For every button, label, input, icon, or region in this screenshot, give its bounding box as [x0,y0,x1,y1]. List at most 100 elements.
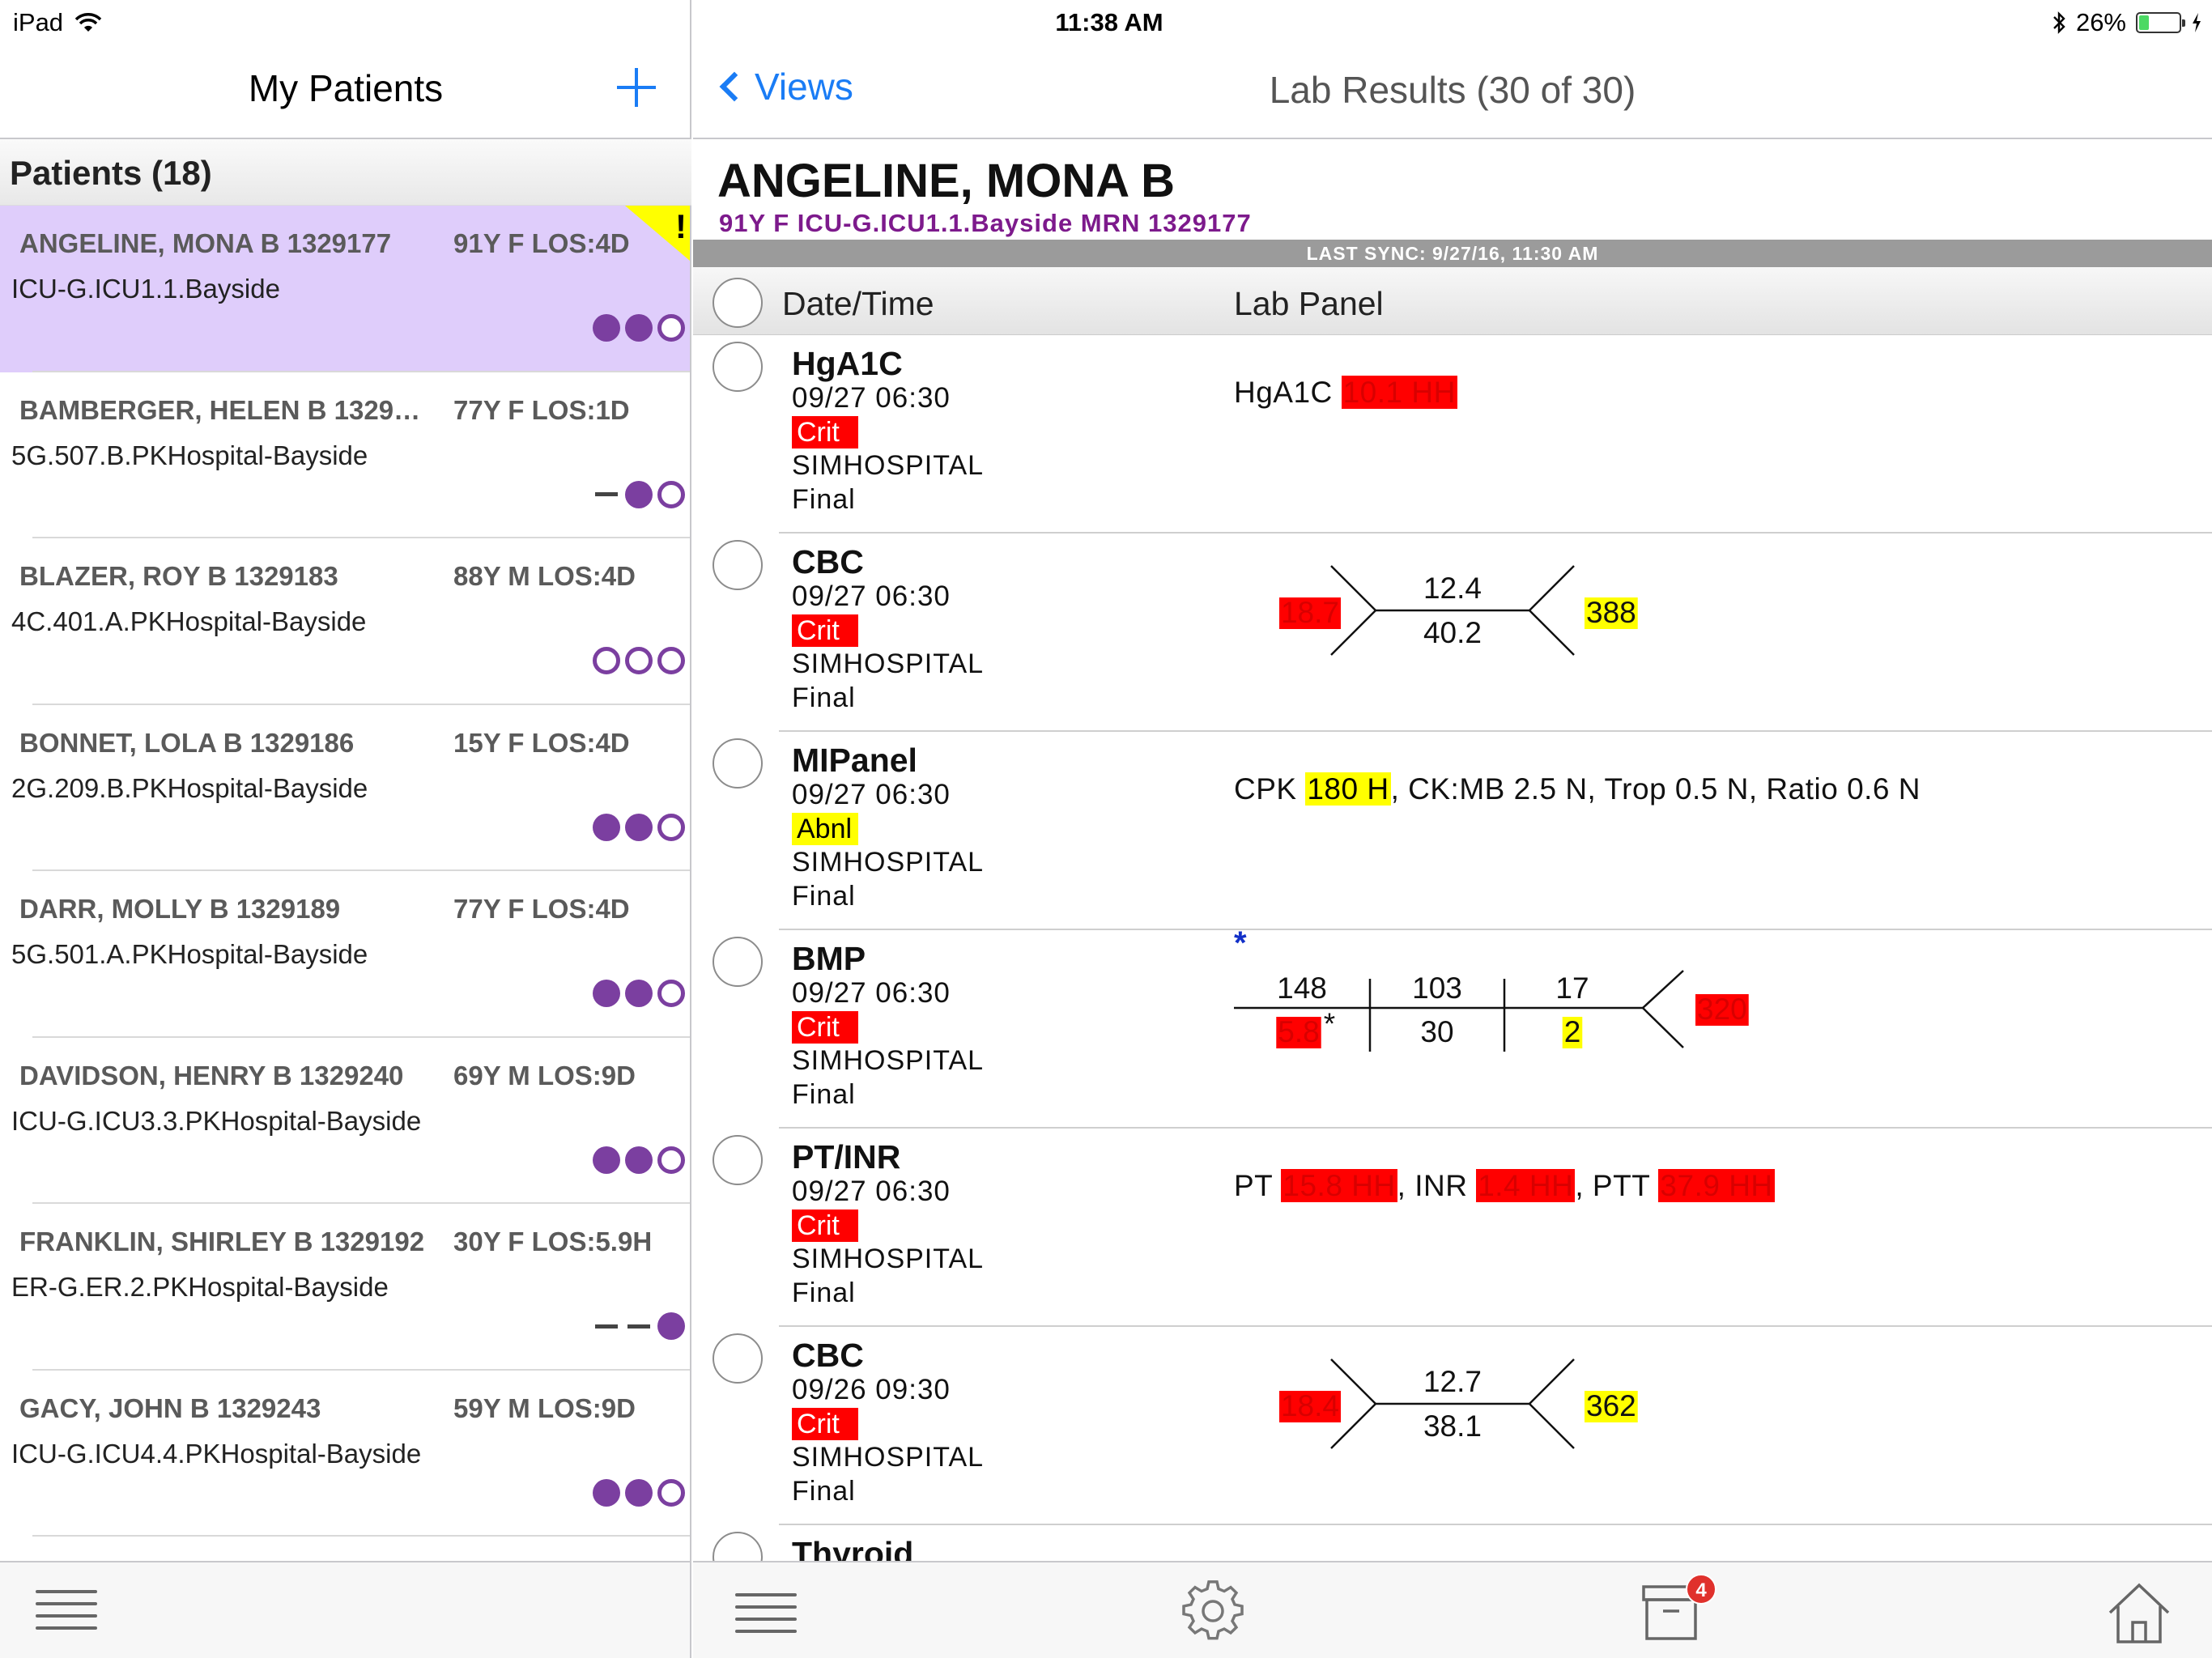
patient-row-name: ANGELINE, MONA B 1329177 [19,228,392,258]
hgb-value: 12.7 [1423,1365,1482,1398]
row-select-checkbox[interactable] [713,738,763,789]
patient-row[interactable]: BAMBERGER, HELEN B 1329… 77Y F LOS:1D 5G.5… [0,372,690,538]
patient-row-name: DARR, MOLLY B 1329189 [19,894,341,924]
patient-row-age-los: 59Y M LOS:9D [453,1392,636,1423]
patient-row-age-los: 77Y F LOS:1D [453,394,630,425]
lab-datetime: 09/27 06:30 [792,1175,951,1207]
lab-result-row[interactable]: PT/INR 09/27 06:30 Crit SIMHOSPITAL Final PT … [693,1129,2212,1327]
status-indicators [593,480,685,508]
lab-status: Final [792,1278,856,1308]
value-highlight [1278,597,1342,629]
patient-row[interactable]: DAVIDSON, HENRY B 1329240 69Y M LOS:9D ICU… [0,1038,690,1204]
patient-row-name: GACY, JOHN B 1329243 [19,1392,321,1423]
patient-row[interactable]: DARR, MOLLY B 1329189 77Y F LOS:4D 5G.501.… [0,871,690,1038]
glucose-value-text: 320 [1697,993,1747,1026]
fishbone-line [1642,1007,1684,1048]
lab-datetime: 09/26 09:30 [792,1374,951,1405]
lab-result-row[interactable]: CBC 09/26 09:30 Crit SIMHOSPITAL Final 18.4 12… [693,1327,2212,1525]
patient-row-age-los: 15Y F LOS:4D [453,727,630,758]
right-tab-bar: 4 [693,1561,2212,1658]
lab-panel-name: CBC [792,543,864,580]
home-icon[interactable] [2107,1580,2172,1645]
row-select-checkbox[interactable] [713,342,763,392]
fishbone-line [1529,610,1575,656]
hct-value: 40.2 [1423,616,1482,649]
potassium-value: 5.8 [1276,1015,1321,1048]
status-indicators [593,1312,685,1340]
status-right: 26% [2052,8,2202,37]
row-select-checkbox[interactable] [713,1135,763,1185]
lab-status: Final [792,1079,856,1110]
patient-row[interactable]: GACY, JOHN B 1329243 59Y M LOS:9D ICU-G.IC… [0,1371,690,1537]
patient-name: ANGELINE, MONA B [717,155,1175,207]
filled-circle-indicator [625,1478,653,1507]
select-all-checkbox[interactable] [713,278,763,328]
patient-info: 91Y F ICU-G.ICU1.1.Bayside MRN 1329177 [719,209,1252,237]
row-select-checkbox[interactable] [713,540,763,590]
lab-results-list: HgA1C 09/27 06:30 Crit SIMHOSPITAL Final HgA1… [693,335,2212,1561]
row-select-checkbox[interactable] [713,937,763,987]
status-indicators [593,980,685,1007]
fishbone-line [1642,970,1684,1009]
value-highlight [1585,1391,1638,1422]
lab-datetime: 09/27 06:30 [792,382,951,414]
lab-source: SIMHOSPITAL [792,648,985,679]
filled-circle-indicator [625,1146,653,1174]
lab-flag-badge: Crit [792,614,858,647]
patient-row[interactable]: BLAZER, ROY B 1329183 88Y M LOS:4D 4C.401.… [0,538,690,705]
value-highlight [1278,1391,1342,1422]
wbc-value: 18.4 [1278,1389,1342,1422]
creatinine-value: 2 [1562,1015,1583,1048]
sodium-value: 148 [1277,971,1327,1005]
lab-source: SIMHOSPITAL [792,1244,985,1274]
status-indicators [593,1478,685,1507]
patient-row-location: ICU-G.ICU4.4.PKHospital-Bayside [11,1438,422,1469]
hamburger-menu-icon[interactable] [735,1590,797,1639]
lab-result-row[interactable]: CBC 09/27 06:30 Crit SIMHOSPITAL Final 18.7 12… [693,534,2212,732]
result-text: , INR [1397,1169,1477,1202]
views-back-button[interactable]: Views [716,65,853,108]
patient-row-name: BLAZER, ROY B 1329183 [19,561,338,591]
patient-row-location: 2G.209.B.PKHospital-Bayside [11,772,368,803]
lab-result-row[interactable]: Thyroid [693,1525,2212,1561]
row-select-checkbox[interactable] [713,1532,763,1561]
row-divider [779,1127,2212,1129]
last-sync-bar: LAST SYNC: 9/27/16, 11:30 AM [693,240,2212,267]
row-divider [32,869,690,871]
creatinine-value-text: 2 [1564,1015,1581,1048]
battery-fill [2139,15,2149,30]
patients-count: Patients (18) [10,154,212,192]
status-bar: iPad 11:38 AM 26% [0,0,2212,45]
cbc-fishbone-diagram: 18.4 12.7 38.1 362 [1278,1358,1638,1449]
hgb-value-text: 12.7 [1423,1365,1482,1398]
patients-section-header: Patients (18) [0,139,691,206]
row-divider [32,1535,690,1537]
patient-row[interactable]: FRANKLIN, SHIRLEY B 1329192 30Y F LOS:5.9… [0,1204,690,1371]
lab-source: SIMHOSPITAL [792,847,985,878]
chloride-value-text: 103 [1412,971,1462,1005]
patient-row[interactable]: ANGELINE, MONA B 1329177 91Y F LOS:4D ICU-… [0,206,690,372]
gear-icon[interactable] [1182,1580,1244,1642]
lab-result-row[interactable]: BMP 09/27 06:30 Crit SIMHOSPITAL Final * 148 10… [693,925,2212,1129]
row-select-checkbox[interactable] [713,1333,763,1384]
fishbone-line [1330,610,1376,656]
row-divider [32,1368,690,1371]
status-indicators [593,314,685,342]
patient-row[interactable]: BONNET, LOLA B 1329186 15Y F LOS:4D 2G.209… [0,705,690,871]
lab-result-row[interactable]: HgA1C 09/27 06:30 Crit SIMHOSPITAL Final HgA1… [693,335,2212,534]
result-value-flagged: 10.1 HH [1341,376,1457,409]
lab-panel-column-header: Lab Panel [1234,285,1384,322]
potassium-value-text: 5.8 [1278,1015,1319,1048]
filled-circle-indicator [625,314,653,342]
glucose-value: 320 [1695,993,1749,1026]
wbc-value-text: 18.7 [1281,596,1339,629]
add-patient-button[interactable] [612,63,661,112]
alert-mark: ! [675,207,687,245]
left-tab-bar [0,1561,690,1658]
status-indicators [593,1146,685,1174]
hamburger-menu-icon[interactable] [36,1587,97,1635]
row-divider [32,1035,690,1038]
lab-result-row[interactable]: MIPanel 09/27 06:30 Abnl SIMHOSPITAL Final CP… [693,732,2212,930]
filled-circle-indicator [625,980,653,1007]
sodium-value-text: 148 [1277,971,1327,1005]
